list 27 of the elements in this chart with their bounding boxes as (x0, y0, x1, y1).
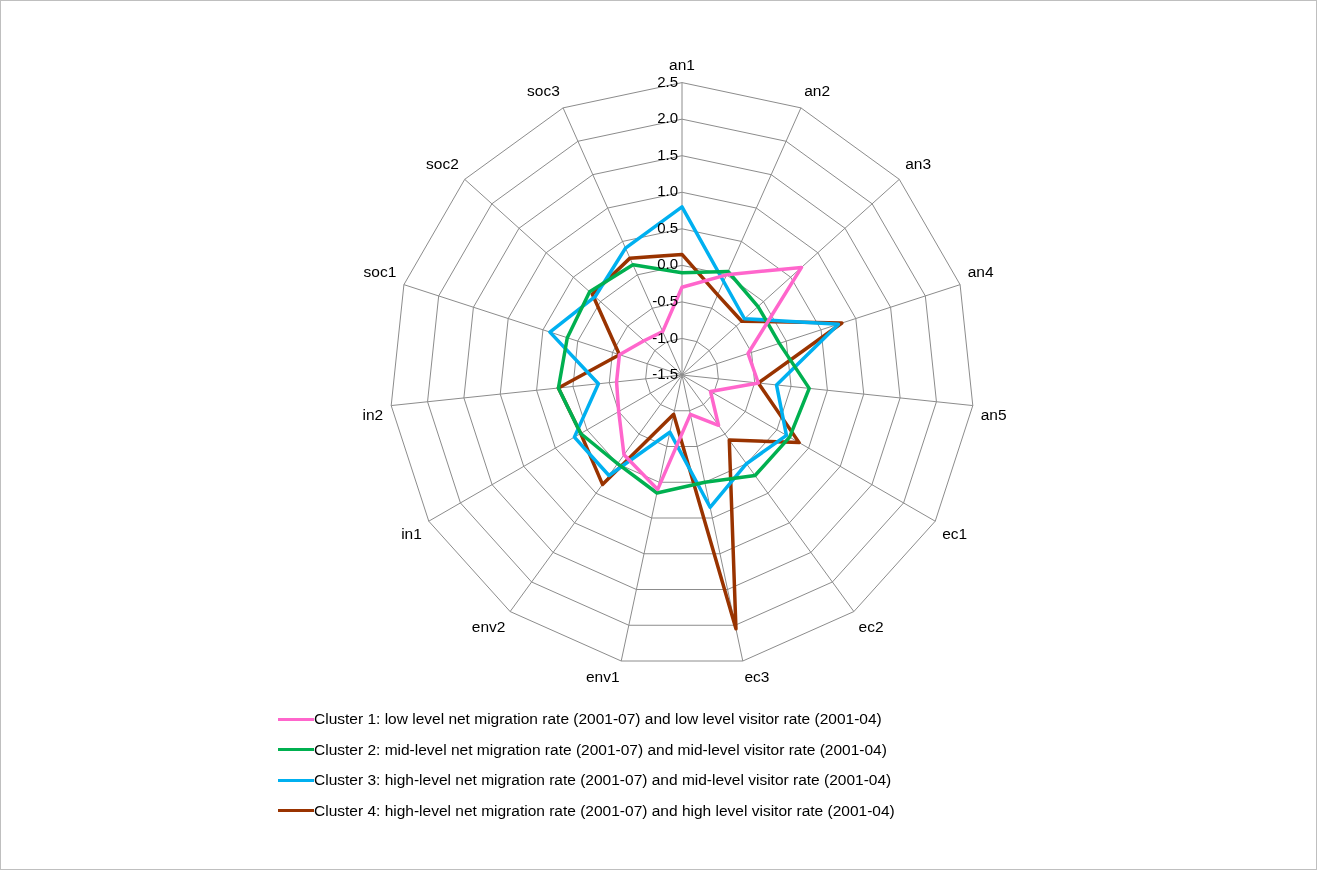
spoke-label: ec1 (942, 524, 968, 542)
y-tick-label: 0.0 (657, 255, 678, 273)
spoke-label: an2 (804, 81, 831, 99)
legend-label: Cluster 4: high-level net migration rate (2001-07) and high level visitor rate (2001-04) (314, 801, 895, 820)
spoke-label: in2 (362, 405, 384, 423)
y-tick-label: -1.5 (652, 365, 678, 383)
y-tick-label: 2.5 (657, 72, 678, 90)
spoke-label: ec2 (858, 617, 884, 635)
spoke-label: an1 (669, 55, 695, 73)
spoke-label: an4 (967, 263, 994, 281)
y-tick-label: -1.0 (652, 328, 678, 346)
spoke-label: an5 (980, 405, 1007, 423)
legend-label: Cluster 2: mid-level net migration rate (2001-07) and mid-level visitor rate (2001-04) (314, 740, 887, 759)
legend-label: Cluster 3: high-level net migration rate (2001-07) and mid-level visitor rate (2001-04) (314, 771, 892, 790)
spoke-label: soc2 (426, 154, 459, 172)
spoke-label: soc3 (527, 81, 560, 99)
y-tick-label: 0.5 (657, 218, 678, 236)
spoke-label: env2 (471, 617, 506, 635)
y-tick-label: 2.0 (657, 109, 678, 127)
spoke-label: soc1 (363, 263, 397, 281)
spoke-label: an3 (905, 154, 932, 172)
y-tick-label: 1.0 (657, 182, 678, 200)
legend-label: Cluster 1: low level net migration rate (2001-07) and low level visitor rate (2001-04) (314, 710, 882, 729)
spoke-label: env1 (585, 668, 620, 686)
y-tick-label: 1.5 (657, 145, 678, 163)
spoke-label: in1 (401, 524, 422, 542)
spoke-label: ec3 (744, 668, 770, 686)
